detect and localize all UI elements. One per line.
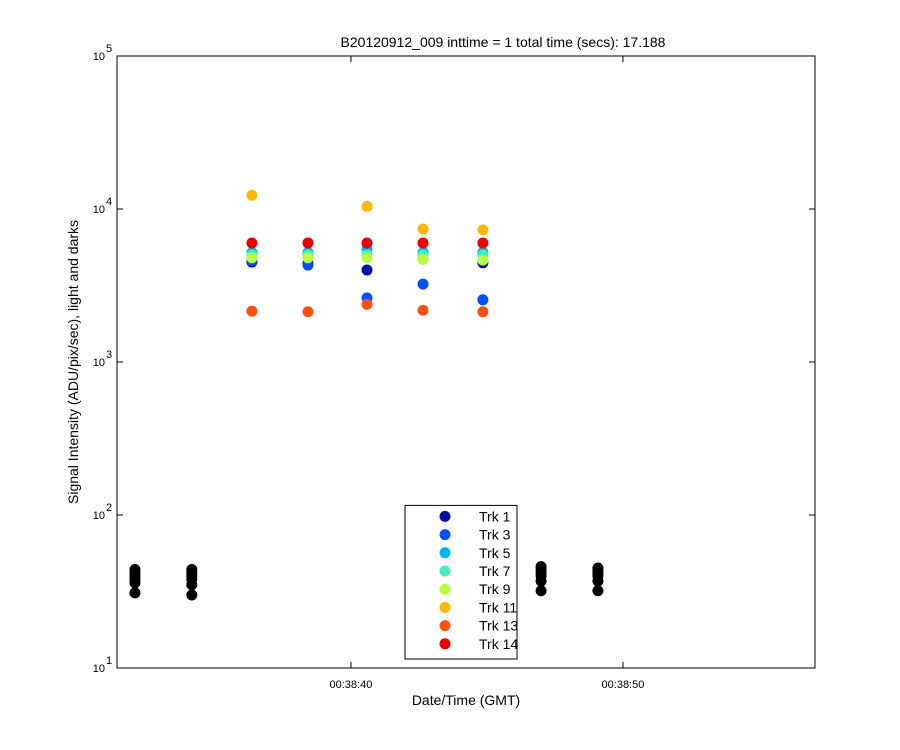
data-point <box>477 224 489 236</box>
y-tick-exponent: 3 <box>106 349 112 361</box>
data-point <box>417 278 429 290</box>
legend-label: Trk 14 <box>479 636 518 652</box>
data-point <box>417 223 429 235</box>
data-point <box>477 306 489 318</box>
data-point <box>535 561 547 573</box>
data-point <box>417 237 429 249</box>
y-tick-label: 10 <box>93 204 105 216</box>
data-point <box>302 252 314 264</box>
y-tick-exponent: 5 <box>106 43 112 55</box>
x-axis-label: Date/Time (GMT) <box>412 692 520 708</box>
data-point <box>592 562 604 574</box>
data-point <box>186 589 198 601</box>
y-tick-exponent: 4 <box>106 196 112 208</box>
legend-label: Trk 5 <box>479 545 511 561</box>
data-point <box>592 585 604 597</box>
y-axis-label: Signal Intensity (ADU/pix/sec), light an… <box>65 220 81 504</box>
data-point <box>186 564 198 576</box>
legend-marker <box>439 638 451 650</box>
data-point <box>246 189 258 201</box>
data-point <box>361 237 373 249</box>
y-tick-exponent: 1 <box>106 655 112 667</box>
data-point <box>129 587 141 599</box>
data-point <box>477 254 489 266</box>
data-point <box>246 305 258 317</box>
data-point <box>477 294 489 306</box>
legend-marker <box>439 510 451 522</box>
x-tick-label: 00:38:40 <box>330 679 373 691</box>
legend-marker <box>439 620 451 632</box>
data-point <box>535 585 547 597</box>
legend-label: Trk 7 <box>479 563 511 579</box>
legend-label: Trk 13 <box>479 618 518 634</box>
data-point <box>477 237 489 249</box>
data-point <box>361 298 373 310</box>
chart-title: B20120912_009 inttime = 1 total time (se… <box>341 34 666 50</box>
legend-marker <box>439 583 451 595</box>
data-point <box>417 253 429 265</box>
data-point <box>361 264 373 276</box>
legend-marker <box>439 529 451 541</box>
legend-label: Trk 9 <box>479 581 511 597</box>
data-point <box>129 564 141 576</box>
y-tick-exponent: 2 <box>106 502 112 514</box>
legend-marker <box>439 547 451 559</box>
y-tick-label: 10 <box>93 357 105 369</box>
y-tick-label: 10 <box>93 663 105 675</box>
y-tick-label: 10 <box>93 51 105 63</box>
data-point <box>246 252 258 264</box>
x-tick-label: 00:38:50 <box>602 679 645 691</box>
data-point <box>302 237 314 249</box>
legend-box <box>404 504 518 660</box>
y-tick-label: 10 <box>93 510 105 522</box>
legend-label: Trk 3 <box>479 527 511 543</box>
legend-marker <box>439 565 451 577</box>
data-point <box>246 237 258 249</box>
legend-label: Trk 11 <box>479 599 517 615</box>
legend-marker <box>439 601 451 613</box>
legend-label: Trk 1 <box>479 508 511 524</box>
data-point <box>302 306 314 318</box>
data-point <box>361 200 373 212</box>
data-point <box>361 252 373 264</box>
data-point <box>417 304 429 316</box>
